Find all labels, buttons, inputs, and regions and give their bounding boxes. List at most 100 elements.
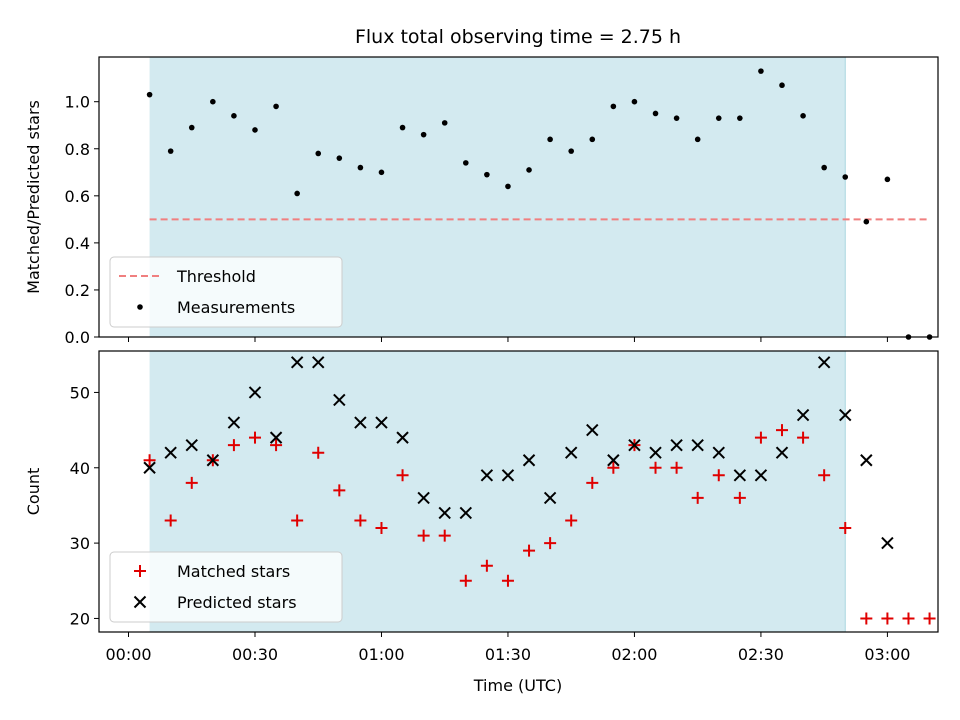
x-tick-label: 01:30 xyxy=(485,645,531,664)
measurement-point xyxy=(294,190,300,197)
x-tick-label: 03:00 xyxy=(864,645,910,664)
legend-measurement-swatch xyxy=(137,304,143,310)
measurement-point xyxy=(146,91,153,98)
predicted-star-point xyxy=(206,454,220,467)
predicted-star-point xyxy=(796,408,810,422)
predicted-star-point xyxy=(312,356,325,369)
measurement-point xyxy=(315,150,322,157)
measurement-point xyxy=(758,68,764,74)
matched-star-point xyxy=(185,476,198,489)
predicted-star-point xyxy=(501,469,515,482)
chart-title: Flux total observing time = 2.75 h xyxy=(355,26,681,48)
y-tick-label: 40 xyxy=(70,459,90,478)
predicted-star-point xyxy=(564,446,578,459)
matched-star-point xyxy=(544,537,557,550)
measurement-point xyxy=(547,136,553,143)
predicted-star-point xyxy=(354,416,367,429)
measurement-point xyxy=(631,98,638,105)
predicted-star-point xyxy=(881,536,894,550)
predicted-star-point xyxy=(628,438,641,452)
matched-star-point xyxy=(248,431,261,444)
predicted-star-point xyxy=(670,438,683,452)
measurement-point xyxy=(336,155,343,161)
legend-label: Threshold xyxy=(176,267,256,286)
matched-star-point xyxy=(459,574,472,587)
predicted-star-point xyxy=(164,446,177,459)
matched-star-point xyxy=(164,514,177,527)
measurement-point xyxy=(589,136,596,143)
measurement-point xyxy=(420,131,427,138)
top-panel: 0.0 0.2 0.4 0.6 0.8 1.0 Matched/Predicted star… xyxy=(24,56,939,347)
measurement-point xyxy=(800,113,806,119)
matched-star-point xyxy=(417,529,430,542)
matched-star-point xyxy=(649,461,662,474)
predicted-star-point xyxy=(775,446,789,459)
measurement-point xyxy=(694,136,701,143)
legend-box xyxy=(109,551,343,623)
matched-star-point xyxy=(881,612,894,625)
legend-matched-swatch xyxy=(134,565,146,577)
measurement-point xyxy=(779,82,785,89)
predicted-star-point xyxy=(860,454,873,467)
matched-star-point xyxy=(270,439,283,452)
matched-star-point xyxy=(227,439,240,452)
x-axis-label: Time (UTC) xyxy=(473,676,562,695)
predicted-star-point xyxy=(417,491,430,505)
measurement-point xyxy=(462,160,469,166)
matched-star-point xyxy=(776,424,789,437)
measurement-point xyxy=(399,124,406,131)
matched-star-point xyxy=(586,476,599,489)
measurement-point xyxy=(378,169,385,176)
matched-star-point xyxy=(291,514,304,527)
measurement-point xyxy=(884,176,891,183)
matched-star-point xyxy=(818,469,831,482)
legend: Threshold Measurements xyxy=(109,256,343,328)
x-tick-label: 00:00 xyxy=(105,645,151,664)
matched-star-point xyxy=(143,454,156,467)
predicted-star-point xyxy=(649,446,662,459)
y-axis-label: Matched/Predicted stars xyxy=(24,100,43,294)
measurement-point xyxy=(673,115,680,121)
predicted-star-point xyxy=(227,416,241,429)
predicted-star-point xyxy=(290,356,304,369)
axes-frame xyxy=(98,56,939,338)
measurement-point xyxy=(484,171,490,178)
matched-star-point xyxy=(375,522,388,535)
matched-star-point xyxy=(396,469,409,482)
measurement-point xyxy=(231,113,237,119)
x-tick-label: 02:30 xyxy=(738,645,784,664)
predicted-star-point xyxy=(586,423,599,437)
matched-star-point xyxy=(312,446,325,459)
predicted-star-point xyxy=(712,446,725,459)
measurement-point xyxy=(210,98,216,105)
matched-star-point xyxy=(523,544,536,557)
matched-star-point xyxy=(733,491,746,504)
matched-star-point xyxy=(354,514,367,527)
matched-star-point xyxy=(438,529,451,542)
matched-star-point xyxy=(480,559,493,572)
measurement-point xyxy=(357,164,364,171)
measurement-point xyxy=(568,148,575,154)
y-axis-label: Count xyxy=(24,468,43,516)
predicted-star-point xyxy=(522,454,536,467)
y-tick-label: 0.8 xyxy=(65,140,90,159)
matched-star-point xyxy=(501,574,514,587)
predicted-star-point xyxy=(839,408,852,422)
predicted-star-point xyxy=(817,356,831,369)
matched-star-point xyxy=(923,612,936,625)
predicted-star-point xyxy=(438,506,451,520)
predicted-star-point xyxy=(269,431,283,444)
predicted-star-point xyxy=(375,416,388,429)
legend-box xyxy=(109,256,343,328)
matched-star-point xyxy=(754,431,767,444)
bottom-panel: 20 30 40 50 00:00 00:30 01:00 01:30 02:00 02:30 03… xyxy=(24,350,939,664)
matched-star-point xyxy=(691,491,704,504)
measurement-point xyxy=(273,103,279,110)
measurement-point xyxy=(252,127,258,133)
y-tick-label: 0.2 xyxy=(65,281,90,300)
predicted-star-point xyxy=(691,438,704,452)
measurement-point xyxy=(737,115,743,121)
matched-star-point xyxy=(607,461,620,474)
legend-label: Measurements xyxy=(177,298,295,317)
predicted-star-point xyxy=(248,386,262,399)
